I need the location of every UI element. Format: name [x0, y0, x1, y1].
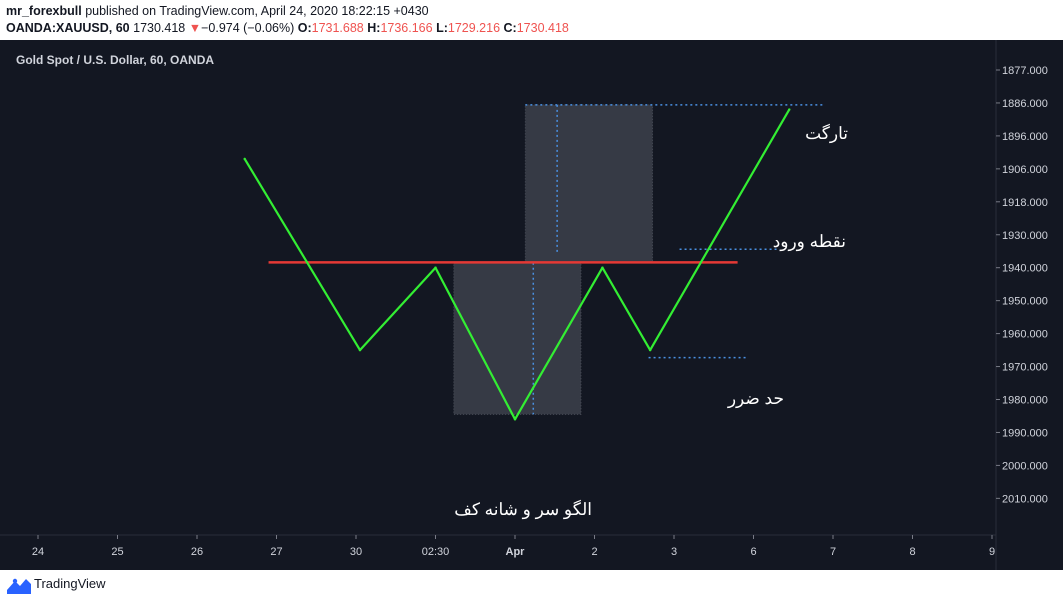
pattern-point — [513, 418, 517, 421]
close-label: C: — [503, 21, 517, 35]
tradingview-logo-icon[interactable] — [7, 576, 31, 594]
time-tick-label: 27 — [270, 546, 282, 558]
target-label: تارگت — [805, 123, 848, 144]
last-price: 1730.418 — [133, 21, 186, 35]
time-tick-label: 9 — [989, 546, 995, 558]
open-value: 1731.688 — [311, 21, 364, 35]
pattern-point — [243, 157, 246, 161]
pattern-point — [434, 266, 437, 269]
time-tick-label: 24 — [32, 546, 44, 558]
stop-loss-label: حد ضرر — [727, 389, 784, 409]
time-tick-label: 2 — [591, 546, 597, 558]
publisher-name[interactable]: mr_forexbull — [6, 4, 82, 18]
time-tick-label: 3 — [671, 546, 677, 558]
price-tick-label: 1877.000 — [1002, 65, 1048, 77]
time-tick-label: 30 — [350, 546, 362, 558]
symbol-label: OANDA:XAUUSD, 60 — [6, 21, 130, 35]
pattern-point — [358, 348, 362, 352]
footer-bar: TradingView — [0, 570, 1063, 601]
pattern-segment — [513, 266, 604, 421]
time-tick-label: 7 — [830, 546, 836, 558]
pattern-point — [648, 348, 652, 352]
price-tick-label: 1980.000 — [1002, 395, 1048, 407]
entry-label: نقطه ورود — [773, 232, 846, 252]
pattern-point — [601, 266, 604, 269]
price-tick-label: 2010.000 — [1002, 493, 1048, 505]
pattern-segment — [243, 157, 362, 352]
pattern-name-label: الگو سر و شانه کف — [454, 499, 592, 520]
price-tick-label: 1950.000 — [1002, 296, 1048, 308]
time-tick-label: 25 — [111, 546, 123, 558]
price-tick-label: 1940.000 — [1002, 263, 1048, 275]
high-value: 1736.166 — [380, 21, 433, 35]
time-tick-label: 02:30 — [422, 546, 450, 558]
low-value: 1729.216 — [447, 21, 501, 35]
price-tick-label: 1918.000 — [1002, 197, 1048, 209]
range-box — [524, 104, 654, 263]
pattern-segment — [434, 266, 517, 421]
pattern-series — [243, 108, 791, 421]
time-tick-label: 8 — [909, 546, 915, 558]
chart-canvas[interactable]: Gold Spot / U.S. Dollar, 60, OANDA 1877.… — [0, 40, 1063, 570]
price-axis[interactable]: 1877.000 1886.000 1896.000 1906.000 1918.000… — [995, 40, 1048, 570]
time-tick-label: 26 — [191, 546, 203, 558]
price-change: −0.974 (−0.06%) — [201, 21, 295, 35]
publish-text: published on TradingView.com, April 24, … — [81, 4, 429, 18]
symbol-ohlc-line: OANDA:XAUUSD, 60 1730.418 ▼−0.974 (−0.06… — [6, 21, 569, 35]
close-value: 1730.418 — [516, 21, 569, 35]
price-tick-label: 1886.000 — [1002, 98, 1048, 110]
price-tick-label: 1990.000 — [1002, 427, 1048, 439]
price-tick-label: 1906.000 — [1002, 164, 1048, 176]
tradingview-brand[interactable]: TradingView — [34, 576, 106, 591]
legend-title: Gold Spot / U.S. Dollar, 60, OANDA — [16, 53, 214, 67]
pattern-point — [788, 108, 791, 111]
open-label: O: — [297, 21, 312, 35]
high-label: H: — [367, 21, 381, 35]
range-boxes — [453, 104, 654, 415]
price-tick-label: 1896.000 — [1002, 131, 1048, 143]
price-tick-label: 2000.000 — [1002, 460, 1048, 472]
chart-header: mr_forexbull published on TradingView.co… — [0, 0, 1063, 40]
down-arrow-icon: ▼ — [188, 21, 202, 35]
time-tick-label: Apr — [506, 546, 526, 558]
time-tick-label: 6 — [750, 546, 756, 558]
pattern-segment — [358, 266, 437, 352]
pattern-segment — [649, 108, 791, 352]
pattern-segment — [601, 266, 652, 352]
price-tick-label: 1930.000 — [1002, 230, 1048, 242]
publish-info: mr_forexbull published on TradingView.co… — [6, 4, 429, 18]
annotation-labels: تارگت نقطه ورود حد ضرر الگو سر و شانه کف — [454, 123, 848, 520]
price-tick-label: 1970.000 — [1002, 362, 1048, 374]
range-box — [453, 261, 582, 415]
low-label: L: — [436, 21, 448, 35]
time-axis[interactable]: 24 25 26 27 30 02:30 Apr 2 3 6 7 8 9 — [0, 534, 996, 558]
chart-area[interactable]: Gold Spot / U.S. Dollar, 60, OANDA 1877.… — [0, 40, 1063, 570]
price-tick-label: 1960.000 — [1002, 329, 1048, 341]
